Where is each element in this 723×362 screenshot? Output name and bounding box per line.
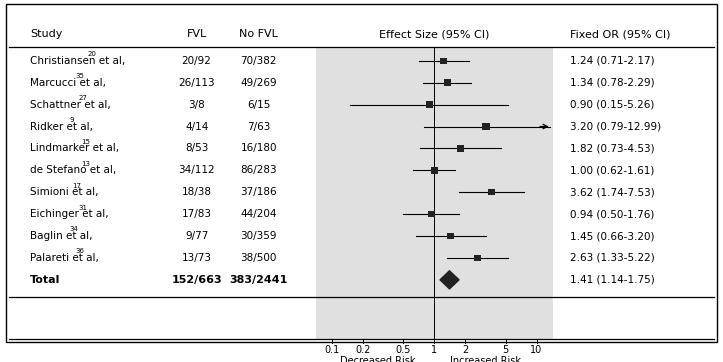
Bar xyxy=(444,80,451,86)
Text: Christiansen et al,: Christiansen et al, xyxy=(30,56,126,66)
Text: FVL: FVL xyxy=(187,29,207,39)
Text: 1.34 (0.78-2.29): 1.34 (0.78-2.29) xyxy=(570,78,654,88)
Text: 27: 27 xyxy=(78,95,87,101)
Text: Schattner et al,: Schattner et al, xyxy=(30,100,111,110)
Text: 8/53: 8/53 xyxy=(185,143,208,153)
Text: 383/2441: 383/2441 xyxy=(230,275,288,285)
Text: Palareti et al,: Palareti et al, xyxy=(30,253,99,263)
Text: Effect Size (95% CI): Effect Size (95% CI) xyxy=(380,29,489,39)
Text: Marcucci et al,: Marcucci et al, xyxy=(30,78,106,88)
Text: 86/283: 86/283 xyxy=(241,165,277,175)
Polygon shape xyxy=(440,271,459,289)
Text: Decreased Risk: Decreased Risk xyxy=(340,356,415,362)
Text: 49/269: 49/269 xyxy=(241,78,277,88)
Text: 3.20 (0.79-12.99): 3.20 (0.79-12.99) xyxy=(570,122,661,131)
Text: 9: 9 xyxy=(69,117,74,123)
Text: 1: 1 xyxy=(431,345,437,355)
Text: 16/180: 16/180 xyxy=(241,143,277,153)
Text: No FVL: No FVL xyxy=(239,29,278,39)
Text: 1.24 (0.71-2.17): 1.24 (0.71-2.17) xyxy=(570,56,654,66)
Bar xyxy=(457,145,464,152)
Text: Total: Total xyxy=(30,275,61,285)
Bar xyxy=(474,255,481,261)
Text: Lindmarker et al,: Lindmarker et al, xyxy=(30,143,119,153)
Text: 20/92: 20/92 xyxy=(181,56,212,66)
Bar xyxy=(482,123,489,130)
Text: Baglin et al,: Baglin et al, xyxy=(30,231,93,241)
Text: Increased Risk: Increased Risk xyxy=(450,356,521,362)
Text: 0.94 (0.50-1.76): 0.94 (0.50-1.76) xyxy=(570,209,654,219)
Text: 0.2: 0.2 xyxy=(355,345,370,355)
Text: 37/186: 37/186 xyxy=(241,187,277,197)
Text: Study: Study xyxy=(30,29,63,39)
Text: 0.1: 0.1 xyxy=(324,345,339,355)
FancyBboxPatch shape xyxy=(6,4,717,342)
Text: 3.62 (1.74-7.53): 3.62 (1.74-7.53) xyxy=(570,187,654,197)
Text: 1.00 (0.62-1.61): 1.00 (0.62-1.61) xyxy=(570,165,654,175)
Text: 44/204: 44/204 xyxy=(241,209,277,219)
Text: 30/359: 30/359 xyxy=(241,231,277,241)
Bar xyxy=(488,189,495,195)
Text: Ridker et al,: Ridker et al, xyxy=(30,122,93,131)
Text: 35: 35 xyxy=(75,73,85,79)
Bar xyxy=(447,233,454,239)
Bar xyxy=(426,101,433,108)
Text: 7/63: 7/63 xyxy=(247,122,270,131)
Text: 15: 15 xyxy=(82,139,90,145)
Text: Eichinger et al,: Eichinger et al, xyxy=(30,209,109,219)
Bar xyxy=(428,211,435,217)
Text: 13/73: 13/73 xyxy=(181,253,212,263)
Text: Simioni et al,: Simioni et al, xyxy=(30,187,99,197)
Text: 1.82 (0.73-4.53): 1.82 (0.73-4.53) xyxy=(570,143,654,153)
Text: 34: 34 xyxy=(69,227,78,232)
Bar xyxy=(316,47,553,339)
Text: 1.41 (1.14-1.75): 1.41 (1.14-1.75) xyxy=(570,275,654,285)
Text: 70/382: 70/382 xyxy=(241,56,277,66)
Text: 18/38: 18/38 xyxy=(181,187,212,197)
Text: 38/500: 38/500 xyxy=(241,253,277,263)
Text: 2: 2 xyxy=(462,345,468,355)
Text: 6/15: 6/15 xyxy=(247,100,270,110)
Text: 17: 17 xyxy=(72,183,82,189)
Text: 13: 13 xyxy=(82,161,90,167)
Text: 5: 5 xyxy=(502,345,509,355)
Bar xyxy=(431,167,438,174)
Text: 2.63 (1.33-5.22): 2.63 (1.33-5.22) xyxy=(570,253,654,263)
Text: de Stefano et al,: de Stefano et al, xyxy=(30,165,116,175)
Text: 34/112: 34/112 xyxy=(179,165,215,175)
Text: 17/83: 17/83 xyxy=(181,209,212,219)
Text: 152/663: 152/663 xyxy=(171,275,222,285)
Text: 0.90 (0.15-5.26): 0.90 (0.15-5.26) xyxy=(570,100,654,110)
Text: 9/77: 9/77 xyxy=(185,231,208,241)
Text: 20: 20 xyxy=(87,51,96,57)
Text: 36: 36 xyxy=(75,248,85,254)
Text: 1.45 (0.66-3.20): 1.45 (0.66-3.20) xyxy=(570,231,654,241)
Text: 26/113: 26/113 xyxy=(179,78,215,88)
Text: 10: 10 xyxy=(531,345,543,355)
Text: 0.5: 0.5 xyxy=(395,345,411,355)
Text: Fixed OR (95% CI): Fixed OR (95% CI) xyxy=(570,29,670,39)
Text: 31: 31 xyxy=(78,205,87,211)
Text: 3/8: 3/8 xyxy=(188,100,205,110)
Text: 4/14: 4/14 xyxy=(185,122,208,131)
Bar xyxy=(440,58,448,64)
